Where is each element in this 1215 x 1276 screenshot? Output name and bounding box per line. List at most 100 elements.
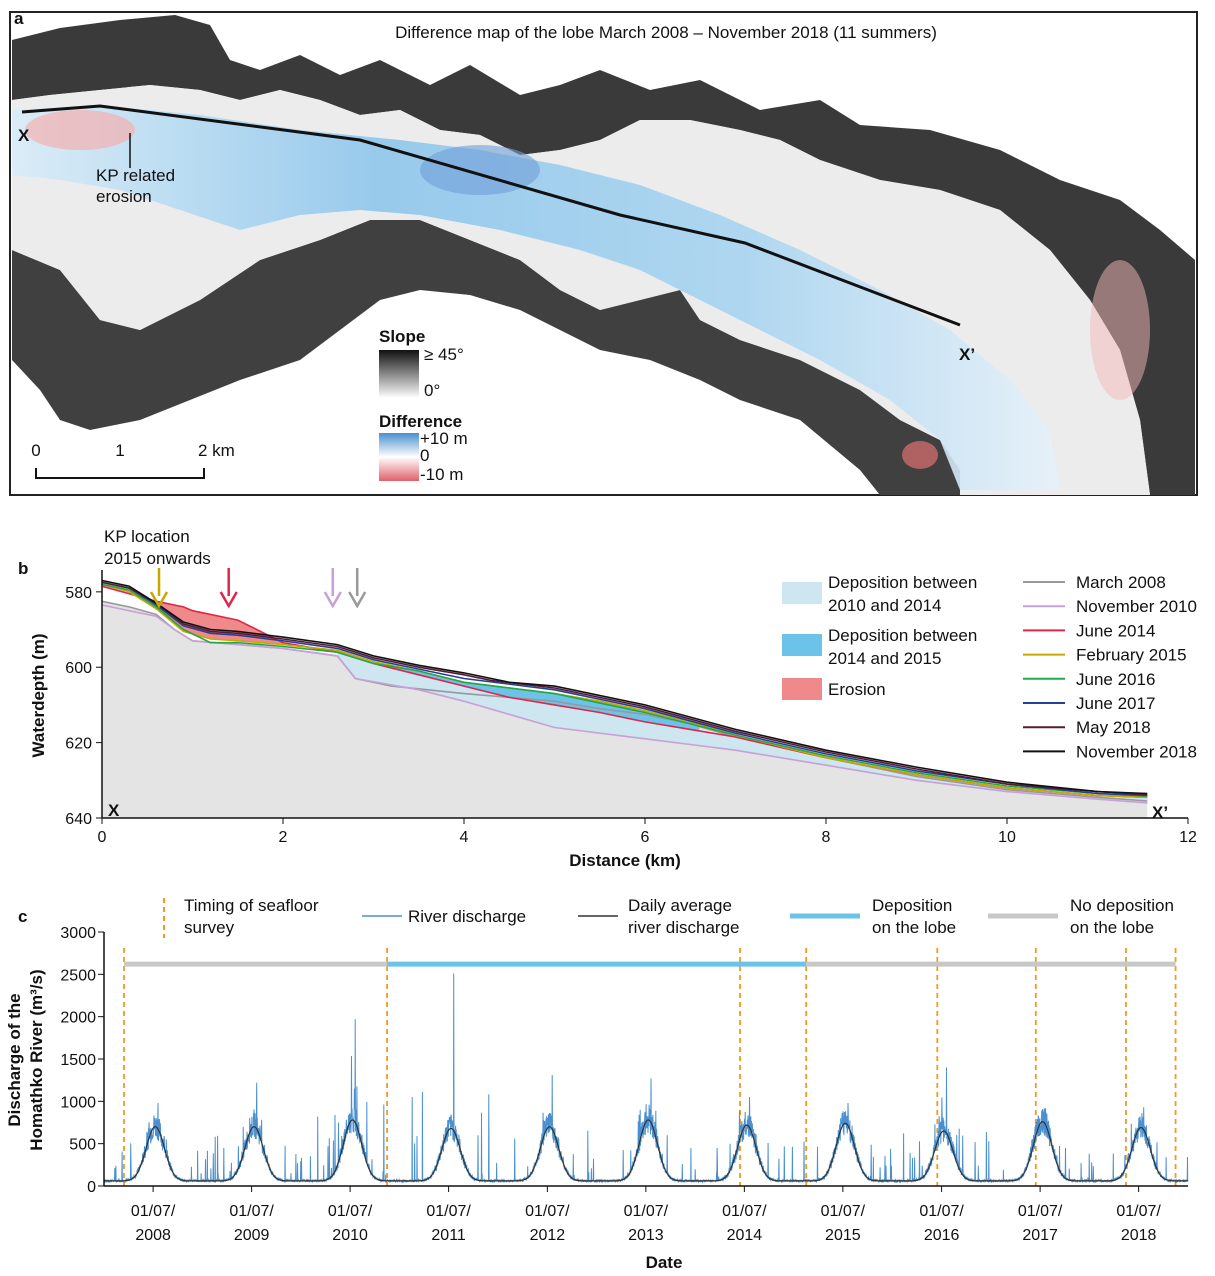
c-y-tick-label: 0 — [87, 1179, 96, 1196]
b-y-axis-label: Waterdepth (m) — [29, 633, 48, 757]
c-x-tick-label-bottom: 2008 — [135, 1227, 171, 1244]
c-x-tick-label-bottom: 2015 — [825, 1227, 861, 1244]
c-y-axis-label-line-2: Homathko River (m³/s) — [27, 969, 46, 1150]
b-x-tick-label: 4 — [460, 829, 469, 846]
legend-label-june-2014: June 2014 — [1076, 621, 1155, 640]
c-y-tick-label: 1500 — [60, 1052, 96, 1069]
c-y-tick-label: 2000 — [60, 1010, 96, 1027]
legend-diff-title: Difference — [379, 412, 462, 431]
legend-survey-line-1: Timing of seafloor — [184, 896, 319, 915]
river-discharge-line — [103, 973, 1189, 1184]
survey-lines — [123, 948, 1177, 1186]
map-title: Difference map of the lobe March 2008 – … — [395, 23, 937, 42]
legend-swatch-dep-2010-2014 — [782, 582, 822, 604]
c-x-tick-label-top: 01/07/ — [624, 1203, 669, 1220]
profile-axes: 0 2 4 6 8 10 12 580 600 620 640 Distance (km) Waterd… — [29, 570, 1197, 870]
map-slope-south — [12, 220, 960, 495]
c-x-tick-label-bottom: 2016 — [924, 1227, 960, 1244]
seafloor-area — [102, 601, 1148, 818]
deposition-2014-2015-area — [373, 661, 700, 731]
c-y-tick-label: 500 — [69, 1137, 96, 1154]
discharge-axes: 0 500 1000 1500 2000 2500 3000 01/07/2008 01/07/… — [5, 925, 1188, 1272]
location-arrow-head — [149, 591, 169, 609]
c-x-tick-label-bottom: 2014 — [727, 1227, 763, 1244]
location-arrow-head — [323, 591, 342, 609]
legend-river: River discharge — [408, 907, 526, 926]
panel-c: 0 500 1000 1500 2000 2500 3000 01/07/2008 01/07/… — [0, 880, 1215, 1272]
c-x-tick-label-top: 01/07/ — [919, 1203, 964, 1220]
c-x-tick-label-bottom: 2013 — [628, 1227, 664, 1244]
legend-dep-2014-2015-line-2: 2014 and 2015 — [828, 649, 941, 668]
c-x-tick-label-bottom: 2012 — [530, 1227, 566, 1244]
b-y-tick-label: 600 — [65, 660, 92, 677]
profile-end-label-b: X’ — [1152, 803, 1168, 822]
profile-start-label: X — [18, 126, 30, 145]
c-x-tick-label-top: 01/07/ — [722, 1203, 767, 1220]
panel-b: 0 2 4 6 8 10 12 580 600 620 640 Distance (km) Waterd… — [0, 500, 1215, 880]
legend-nodeposition-line-2: on the lobe — [1070, 918, 1154, 937]
legend-survey-line-2: survey — [184, 918, 235, 937]
b-x-axis-label: Distance (km) — [569, 851, 680, 870]
c-y-tick-label: 1000 — [60, 1094, 96, 1111]
legend-slope-title: Slope — [379, 327, 425, 346]
b-y-tick-label: 580 — [65, 585, 92, 602]
kp-label-line-1: KP location — [104, 527, 190, 546]
map-deposition-channel — [12, 105, 1060, 490]
location-arrow-head — [348, 591, 367, 609]
scale-tick-0: 0 — [31, 441, 40, 460]
legend-deposition-line-1: Deposition — [872, 896, 952, 915]
legend-daily-line-2: river discharge — [628, 918, 740, 937]
legend-label-may-2018: May 2018 — [1076, 718, 1151, 737]
profile-line — [21, 104, 961, 327]
legend-diff-min: -10 m — [420, 465, 463, 484]
b-x-tick-label: 6 — [641, 829, 650, 846]
c-x-tick-label-bottom: 2011 — [431, 1227, 466, 1244]
c-x-axis-label: Date — [646, 1253, 683, 1271]
map-slope-north — [12, 15, 1195, 495]
map-erosion-south — [902, 441, 938, 469]
legend-diff-mid: 0 — [420, 446, 429, 465]
daily-average-line — [104, 1119, 1188, 1182]
scale-bar — [35, 468, 205, 479]
c-y-tick-label: 2500 — [60, 967, 96, 984]
location-arrow-head — [219, 591, 238, 609]
discharge-series — [103, 973, 1189, 1184]
c-x-tick-label-top: 01/07/ — [525, 1203, 570, 1220]
c-x-tick-label-top: 01/07/ — [1116, 1203, 1161, 1220]
c-x-tick-label-top: 01/07/ — [131, 1203, 176, 1220]
series-legend: March 2008 November 2010 June 2014 February… — [1023, 573, 1197, 761]
scale-tick-2: 2 km — [198, 441, 235, 460]
legend-label-june-2017: June 2017 — [1076, 694, 1155, 713]
profile-start-label-b: X — [108, 801, 120, 820]
b-y-tick-label: 620 — [65, 736, 92, 753]
b-x-tick-label: 2 — [279, 829, 288, 846]
c-x-tick-label-top: 01/07/ — [229, 1203, 274, 1220]
profile-end-label: X’ — [959, 345, 975, 364]
legend-diff-ramp — [379, 433, 419, 481]
legend-label-june-2016: June 2016 — [1076, 670, 1155, 689]
map-kp-erosion — [25, 110, 135, 150]
b-x-tick-label: 10 — [998, 829, 1016, 846]
legend-slope-max: ≥ 45° — [424, 345, 464, 364]
profile-arrows — [149, 568, 367, 609]
series-november-2010 — [101, 604, 1148, 804]
legend-nodeposition-line-1: No deposition — [1070, 896, 1174, 915]
series-june-2017 — [101, 581, 1148, 797]
profile-chart: 0 2 4 6 8 10 12 580 600 620 640 Distance (km) Waterd… — [18, 527, 1197, 870]
legend-diff-max: +10 m — [420, 429, 468, 448]
b-x-tick-label: 0 — [98, 829, 107, 846]
c-x-tick-label-top: 01/07/ — [1018, 1203, 1063, 1220]
panel-a-letter: a — [14, 9, 24, 28]
series-june-2016 — [101, 583, 1148, 797]
legend-erosion: Erosion — [828, 680, 886, 699]
legend-label-november-2010: November 2010 — [1076, 597, 1197, 616]
legend-dep-2014-2015-line-1: Deposition between — [828, 626, 977, 645]
c-x-tick-label-bottom: 2017 — [1022, 1227, 1058, 1244]
map-erosion-east — [1090, 260, 1150, 400]
legend-swatch-dep-2014-2015 — [782, 634, 822, 656]
legend-daily-line-1: Daily average — [628, 896, 732, 915]
difference-map: a Difference map of the lobe March 2008 … — [9, 9, 1198, 496]
series-may-2018 — [101, 581, 1148, 796]
c-y-tick-label: 3000 — [60, 925, 96, 942]
panel-a: a Difference map of the lobe March 2008 … — [0, 0, 1215, 500]
